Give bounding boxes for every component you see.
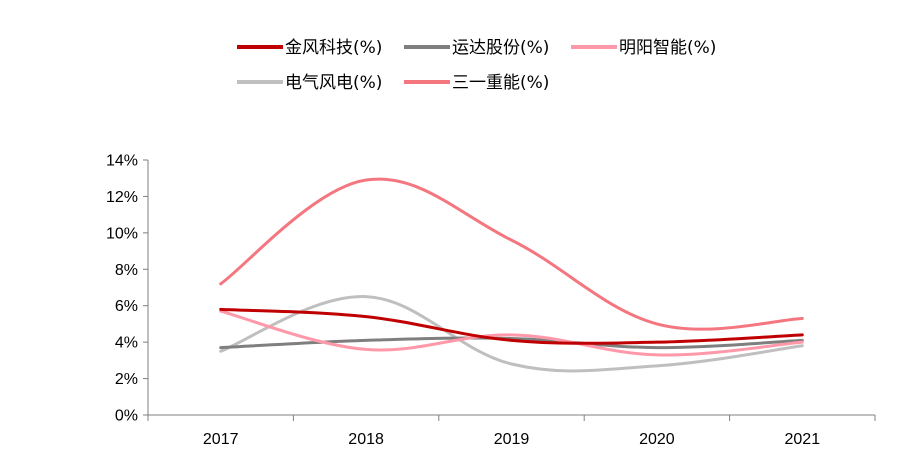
axes: 0% 2% 4% 6% 8% 10% 12% 14% 2017 2018 2019 2020 2021 xyxy=(106,153,876,448)
y-tick-label: 4% xyxy=(115,335,138,352)
x-tick-label: 2018 xyxy=(348,431,384,448)
series-line xyxy=(219,336,804,350)
series-line xyxy=(219,295,804,373)
legend-label: 三一重能(%) xyxy=(452,73,549,93)
legend-label: 电气风电(%) xyxy=(285,73,382,93)
x-tick-label: 2021 xyxy=(785,431,821,448)
series-line xyxy=(219,177,804,331)
y-tick-label: 0% xyxy=(115,408,138,425)
legend-label: 金风科技(%) xyxy=(285,38,382,58)
y-tick-label: 10% xyxy=(106,225,138,242)
y-tick-label: 8% xyxy=(115,262,138,279)
y-tick-label: 2% xyxy=(115,371,138,388)
legend: 金风科技(%) 运达股份(%) 明阳智能(%) 电气风电(%) 三一重能(%) xyxy=(237,38,716,93)
series-line xyxy=(219,309,804,357)
series-lines xyxy=(219,177,804,373)
series-line xyxy=(219,307,804,345)
x-tick-label: 2019 xyxy=(494,431,530,448)
legend-label: 明阳智能(%) xyxy=(619,38,716,58)
y-tick-label: 14% xyxy=(106,153,138,170)
y-tick-label: 6% xyxy=(115,298,138,315)
x-tick-label: 2017 xyxy=(203,431,239,448)
y-tick-label: 12% xyxy=(106,189,138,206)
x-tick-label: 2020 xyxy=(639,431,675,448)
legend-label: 运达股份(%) xyxy=(452,38,549,58)
